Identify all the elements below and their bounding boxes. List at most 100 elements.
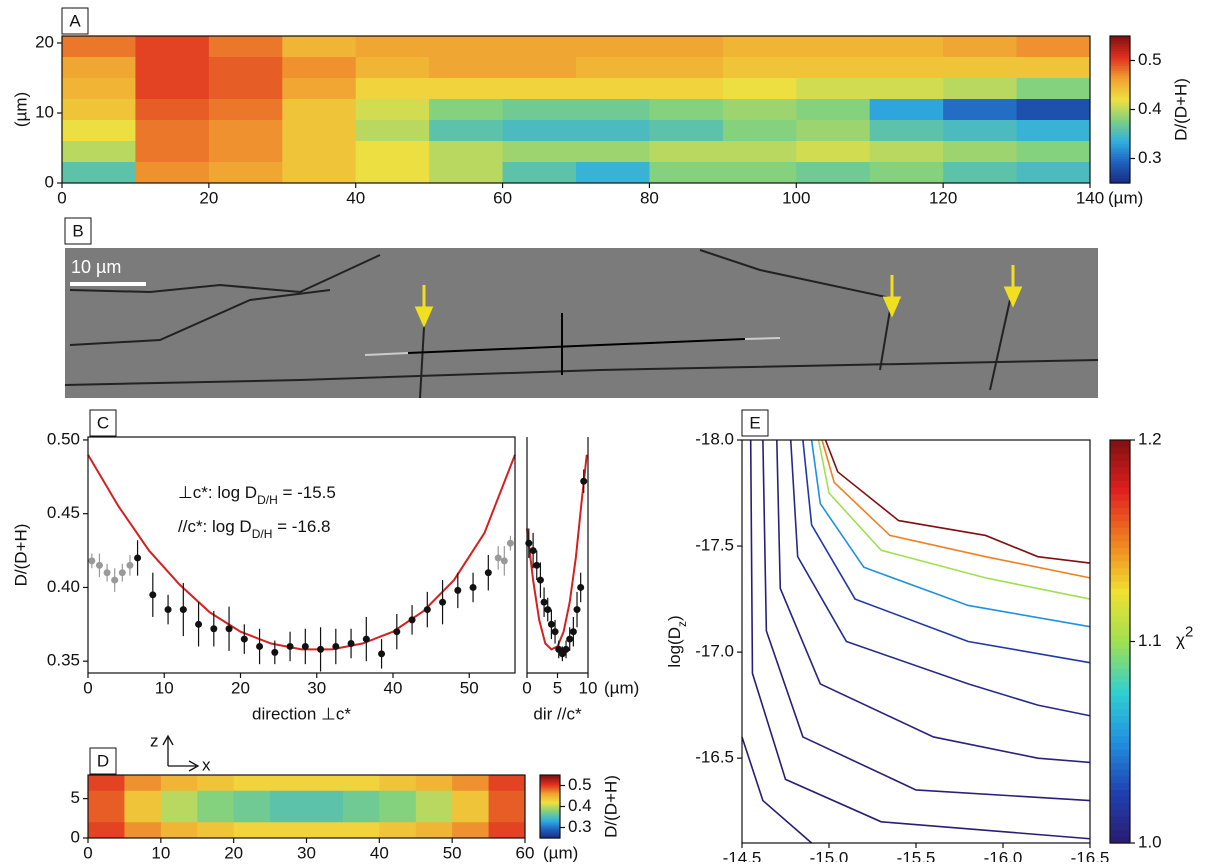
x-tick-label: 40 bbox=[384, 678, 403, 697]
data-point bbox=[301, 642, 309, 650]
heat-cell bbox=[160, 822, 198, 839]
heat-cell bbox=[576, 36, 650, 58]
heat-cell bbox=[943, 99, 1018, 121]
contour-line bbox=[817, 439, 1091, 600]
colorbar-step bbox=[540, 815, 560, 818]
colorbar-step bbox=[540, 800, 560, 802]
colorbar-step bbox=[1110, 668, 1130, 676]
heat-cell bbox=[208, 78, 283, 100]
colorbar-step bbox=[540, 802, 560, 804]
x-tick-label: 10 bbox=[579, 678, 598, 697]
heat-cell bbox=[943, 57, 1018, 79]
colorbar-step bbox=[1110, 178, 1130, 182]
colorbar-step bbox=[1110, 156, 1130, 160]
panel-letter-box bbox=[61, 7, 89, 35]
colorbar-step bbox=[1110, 816, 1130, 824]
colorbar-step bbox=[1110, 121, 1130, 125]
colorbar-step bbox=[540, 819, 560, 821]
data-point bbox=[408, 616, 416, 624]
heat-cell bbox=[576, 99, 650, 121]
colorbar-step bbox=[1110, 641, 1130, 649]
colorbar-step bbox=[1110, 661, 1130, 669]
y-tick-label: 20 bbox=[35, 32, 54, 51]
colorbar-step bbox=[540, 786, 560, 789]
heat-cell bbox=[649, 162, 724, 184]
heat-cell bbox=[306, 806, 344, 823]
heat-cell bbox=[282, 57, 357, 79]
heat-cell bbox=[488, 822, 526, 839]
colorbar-step bbox=[1110, 607, 1130, 616]
heat-cell bbox=[62, 57, 136, 79]
y-tick-label: -16.5 bbox=[695, 748, 734, 767]
data-point bbox=[454, 586, 462, 594]
panel-letter: E bbox=[749, 413, 760, 432]
heat-cell bbox=[355, 99, 430, 121]
colorbar-label: D/(D+H) bbox=[1171, 78, 1190, 141]
heat-cell bbox=[282, 120, 357, 142]
colorbar-step bbox=[1110, 143, 1130, 147]
colorbar-step bbox=[1110, 104, 1130, 108]
axis-arrows bbox=[162, 734, 200, 772]
colorbar-step bbox=[540, 789, 560, 792]
plot-frame bbox=[61, 35, 1091, 184]
colorbar-step bbox=[1110, 124, 1130, 128]
heat-cell bbox=[502, 78, 577, 100]
heat-cell bbox=[124, 790, 162, 807]
heat-cell bbox=[282, 99, 357, 121]
heat-cell bbox=[796, 36, 871, 58]
colorbar-step bbox=[1110, 493, 1130, 502]
colorbar-step bbox=[1110, 507, 1130, 515]
colorbar-step bbox=[1110, 109, 1130, 113]
colorbar-step bbox=[540, 823, 560, 825]
colorbar-step bbox=[1110, 769, 1130, 777]
x-tick-label: 0 bbox=[83, 678, 92, 697]
heat-cell bbox=[342, 775, 380, 792]
heat-cell bbox=[649, 36, 724, 58]
heat-cell bbox=[160, 806, 198, 823]
colorbar-step bbox=[1110, 802, 1130, 811]
heat-cell bbox=[429, 99, 504, 121]
colorbar-step bbox=[540, 804, 560, 807]
colorbar-step bbox=[1110, 141, 1130, 145]
colorbar-step bbox=[540, 828, 560, 831]
colorbar-step bbox=[540, 817, 560, 819]
colorbar-step bbox=[540, 811, 560, 814]
heat-cell bbox=[722, 57, 797, 79]
data-point bbox=[484, 569, 492, 577]
data-point bbox=[286, 642, 294, 650]
colorbar-step bbox=[1110, 574, 1130, 582]
colorbar-step bbox=[1110, 116, 1130, 120]
colorbar-step bbox=[540, 797, 560, 799]
heat-cell bbox=[429, 162, 504, 184]
y-tick-label: 0.40 bbox=[47, 577, 80, 596]
data-point bbox=[111, 576, 119, 584]
annotation: //c*: log DD/H = -16.8 bbox=[178, 517, 331, 541]
contour-line bbox=[741, 736, 813, 844]
colorbar-step bbox=[1110, 473, 1130, 481]
data-point bbox=[536, 576, 544, 584]
y-tick-label: 0 bbox=[71, 827, 80, 846]
colorbar-step bbox=[540, 777, 560, 779]
heat-cell bbox=[135, 120, 210, 142]
y-label: log(Dz) bbox=[665, 615, 689, 667]
colorbar-step bbox=[1110, 148, 1130, 152]
data-point bbox=[210, 625, 218, 633]
colorbar-step bbox=[1110, 614, 1130, 622]
x-tick-label: -15.0 bbox=[810, 848, 849, 862]
heat-cell bbox=[135, 57, 210, 79]
profile-end bbox=[364, 352, 409, 356]
data-point bbox=[533, 561, 541, 569]
heat-cell bbox=[576, 141, 650, 163]
heat-cell bbox=[502, 99, 577, 121]
colorbar-step bbox=[1110, 99, 1130, 103]
colorbar-step bbox=[1110, 97, 1130, 101]
x-tick-label: 20 bbox=[199, 188, 218, 207]
colorbar-tick-label: 0.3 bbox=[1138, 148, 1162, 167]
colorbar-step bbox=[1110, 48, 1130, 52]
x-unit: (µm) bbox=[604, 678, 639, 697]
data-point bbox=[469, 583, 477, 591]
data-point bbox=[164, 606, 172, 614]
contour-line bbox=[810, 439, 1091, 628]
colorbar-step bbox=[540, 783, 560, 786]
